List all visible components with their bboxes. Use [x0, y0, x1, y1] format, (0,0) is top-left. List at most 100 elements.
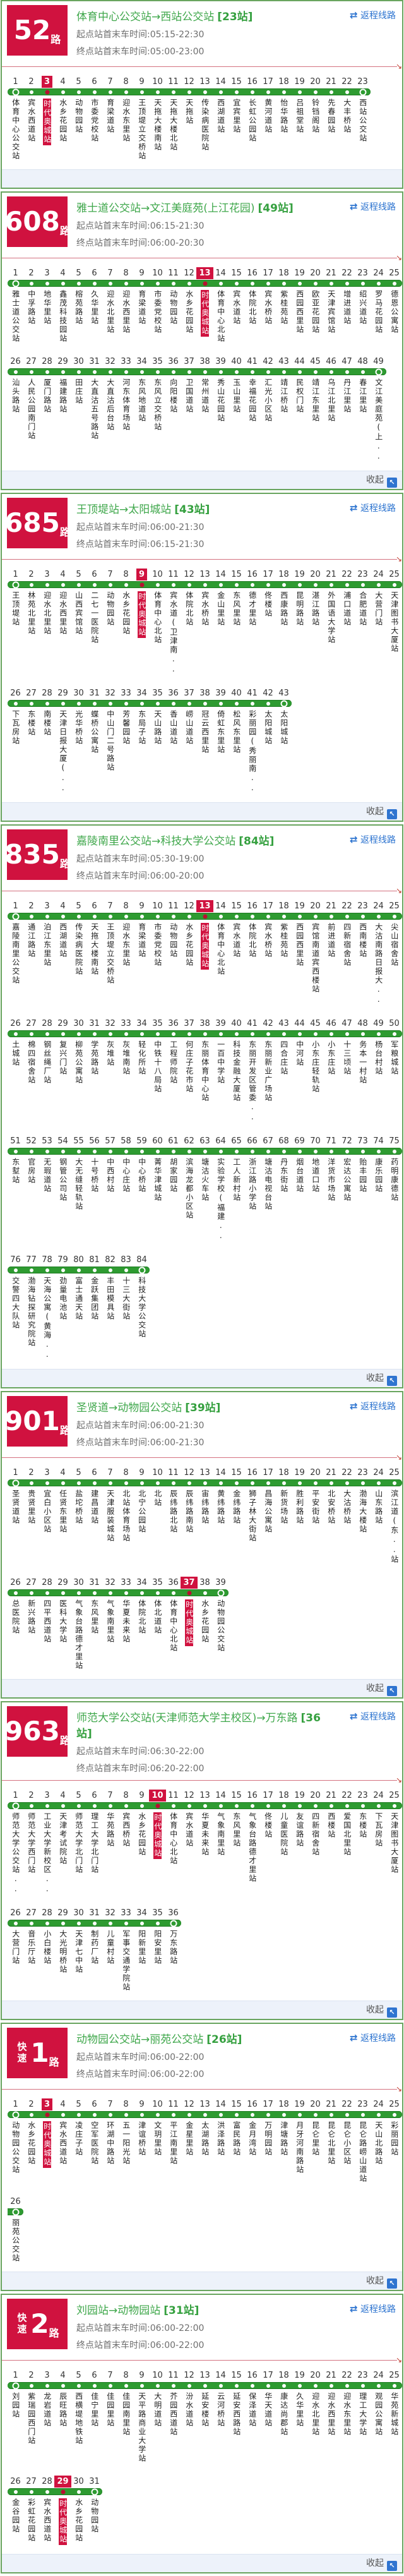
route-stop[interactable]: 66 浙江路小学站: [244, 1135, 260, 1241]
route-stop[interactable]: 31 大直沽五号路站: [86, 356, 102, 462]
route-stop[interactable]: 10 大明道站: [150, 2369, 165, 2463]
route-stop[interactable]: 15 东风里站: [229, 569, 244, 675]
route-stop[interactable]: 11 天拖大楼北站: [165, 76, 181, 160]
route-stop[interactable]: 26 总医院站: [8, 1577, 23, 1670]
route-stop[interactable]: 24 天山北路站: [371, 2098, 386, 2183]
route-stop[interactable]: 34 阳新里站: [134, 1907, 150, 1992]
route-stop[interactable]: 16 长虹公园站: [244, 76, 260, 160]
route-stop[interactable]: 23 东楼站: [355, 1790, 371, 1894]
route-stop[interactable]: 16 体院北站: [244, 267, 260, 343]
route-stop[interactable]: 49 杨台村站: [371, 1018, 386, 1122]
route-stop[interactable]: 5 盐坨桥站: [71, 1467, 86, 1564]
route-stop[interactable]: 15 延安西路站: [229, 2369, 244, 2463]
route-stop[interactable]: 23 合肥道站: [355, 569, 371, 675]
route-stop[interactable]: 26 金谷园站: [8, 2476, 23, 2545]
route-stop[interactable]: 6 建昌道站: [86, 1467, 102, 1564]
route-stop[interactable]: 11 宾水道(卫津南..: [165, 569, 181, 675]
return-route-link[interactable]: ⇄ 返程线路: [350, 200, 396, 213]
route-stop[interactable]: 7 天津服装城站: [102, 1467, 118, 1564]
route-stop[interactable]: 4 天津考试院站: [55, 1790, 71, 1894]
route-stop[interactable]: 6 佳宁里站: [86, 2369, 102, 2463]
route-stop[interactable]: 2 师范大学西门站: [23, 1790, 39, 1894]
route-stop[interactable]: 23 西南楼站: [355, 900, 371, 1005]
route-stop[interactable]: 25 彩丽园站: [386, 2098, 402, 2183]
route-stop[interactable]: 10 体育中心北站: [150, 569, 165, 675]
route-stop[interactable]: 20 平安街站: [307, 1467, 323, 1564]
route-stop[interactable]: 14 洪泽路站: [213, 2098, 229, 2183]
route-stop[interactable]: 14 西湖道站: [213, 76, 229, 160]
route-stop[interactable]: 9 王顶堤立交桥站: [134, 76, 150, 160]
route-stop[interactable]: 56 十号桥站: [86, 1135, 102, 1241]
collapse-link[interactable]: 收起: [366, 807, 384, 817]
collapse-link[interactable]: 收起: [366, 2005, 384, 2015]
route-stop[interactable]: 9 育梁道站: [134, 900, 150, 1005]
route-stop[interactable]: 3 龙岩道站: [39, 2369, 55, 2463]
route-stop[interactable]: 3 时代奥城站: [39, 2098, 55, 2183]
route-stop[interactable]: 2 通江路站: [23, 900, 39, 1005]
route-stop[interactable]: 12 水乡花园站: [181, 900, 197, 1005]
route-stop[interactable]: 17 佟楼站: [260, 569, 276, 675]
collapse-arrow-icon[interactable]: ↖: [387, 2007, 397, 2018]
route-stop[interactable]: 41 幸福花园站: [244, 356, 260, 462]
route-stop[interactable]: 73 贻丰园站: [355, 1135, 371, 1241]
route-stop[interactable]: 19 久华里站: [292, 2369, 307, 2463]
route-stop[interactable]: 13 延安楼站: [197, 2369, 213, 2463]
route-stop[interactable]: 22 大丰桥站: [339, 76, 355, 160]
route-stop[interactable]: 27 新兴路站: [23, 1577, 39, 1670]
route-stop[interactable]: 19 友谊路站: [292, 1790, 307, 1894]
route-stop[interactable]: 14 黄纬路站: [213, 1467, 229, 1564]
route-stop[interactable]: 14 气象南里站: [213, 1790, 229, 1894]
route-stop[interactable]: 30 气象台路德才里站: [71, 1577, 86, 1670]
route-stop[interactable]: 24 大营门站: [371, 569, 386, 675]
route-stop[interactable]: 67 塘沽电视台站: [260, 1135, 276, 1241]
route-stop[interactable]: 18 津塘路站: [276, 2098, 292, 2183]
route-stop[interactable]: 24 大沽南路日报大..: [371, 900, 386, 1005]
route-stop[interactable]: 27 棉四宿舍站: [23, 1018, 39, 1122]
route-stop[interactable]: 32 气象南里站: [102, 1577, 118, 1670]
route-stop[interactable]: 3 地华里站: [39, 267, 55, 343]
route-stop[interactable]: 9 北宁公园站: [134, 1467, 150, 1564]
route-stop[interactable]: 7 动物园站: [102, 569, 118, 675]
route-stop[interactable]: 7 佳园里站: [102, 2369, 118, 2463]
route-stop[interactable]: 1 王顶堤站: [8, 569, 23, 675]
route-stop[interactable]: 62 滨海龙都小区站: [181, 1135, 197, 1241]
route-stop[interactable]: 54 钢管公司站: [55, 1135, 71, 1241]
route-stop[interactable]: 27 彩虹花园站: [23, 2476, 39, 2545]
route-stop[interactable]: 24 罗马花园站: [371, 267, 386, 343]
collapse-link[interactable]: 收起: [366, 2558, 384, 2568]
route-stop[interactable]: 13 时代奥城站: [196, 900, 213, 1005]
route-stop[interactable]: 31 动物园站: [86, 2476, 102, 2545]
route-stop[interactable]: 29 大光明桥站: [55, 1907, 71, 1992]
route-stop[interactable]: 5 凌庄子站: [71, 2098, 86, 2183]
route-stop[interactable]: 2 宾水西道站: [23, 76, 39, 160]
route-stop[interactable]: 33 华夏未来站: [118, 1577, 134, 1670]
route-stop[interactable]: 3 宜白小区站: [39, 1467, 55, 1564]
route-stop[interactable]: 31 学苑路站: [86, 1018, 102, 1122]
route-stop[interactable]: 3 时代奥城站: [39, 76, 55, 160]
route-stop[interactable]: 29 医科大学站: [55, 1577, 71, 1670]
route-stop[interactable]: 27 音乐厅站: [23, 1907, 39, 1992]
route-stop[interactable]: 20 昆仑里站: [307, 2098, 323, 2183]
route-stop[interactable]: 7 迎水北里站: [102, 267, 118, 343]
route-stop[interactable]: 47 丹江里站: [339, 356, 355, 462]
route-stop[interactable]: 14 云河桥站: [213, 2369, 229, 2463]
route-stop[interactable]: 23 绍兴道站: [355, 267, 371, 343]
route-stop[interactable]: 39 动物园公交站: [213, 1577, 229, 1670]
route-stop[interactable]: 22 大沽桥站: [339, 1467, 355, 1564]
route-stop[interactable]: 41 东丽开发区管委..: [244, 1018, 260, 1122]
route-stop[interactable]: 26 大营门站: [8, 1907, 23, 1992]
collapse-link[interactable]: 收起: [366, 2276, 384, 2286]
route-stop[interactable]: 51 东堼站: [8, 1135, 23, 1241]
route-stop[interactable]: 5 榕苑路站: [71, 267, 86, 343]
route-stop[interactable]: 22 四新宿舍站: [339, 900, 355, 1005]
route-stop[interactable]: 18 康达尚郡站: [276, 2369, 292, 2463]
route-stop[interactable]: 16 金月湾站: [244, 2098, 260, 2183]
route-stop[interactable]: 12 体院北站: [181, 569, 197, 675]
route-stop[interactable]: 35 中铁十八局站: [150, 1018, 165, 1122]
route-stop[interactable]: 35 体北道站: [150, 1577, 165, 1670]
route-stop[interactable]: 72 宏达公寓站: [339, 1135, 355, 1241]
route-stop[interactable]: 13 传染病医院站: [197, 76, 213, 160]
route-stop[interactable]: 44 民权门站: [292, 356, 307, 462]
route-stop[interactable]: 28 小白楼站: [39, 1907, 55, 1992]
route-stop[interactable]: 9 天平路商业大学站: [134, 2369, 150, 2463]
